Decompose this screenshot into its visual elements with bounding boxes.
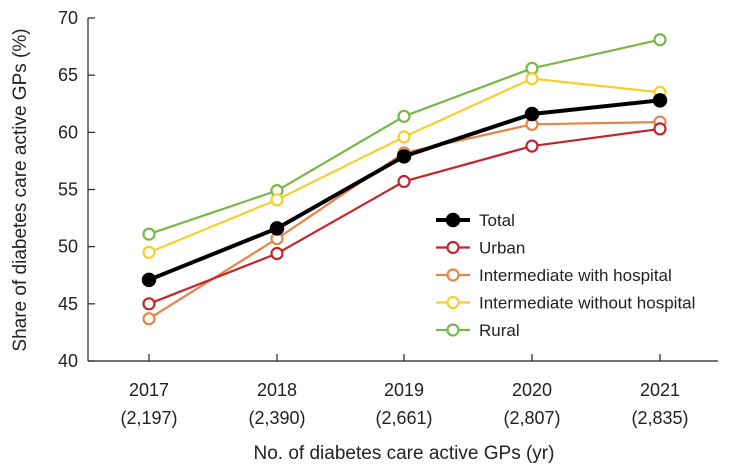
series-line-total xyxy=(148,98,661,282)
series-urban xyxy=(142,122,667,311)
y-tick-label: 50 xyxy=(58,237,78,257)
data-point-intermediate-without-hospital xyxy=(270,193,284,207)
data-point-rural xyxy=(142,227,156,241)
legend-swatch-marker xyxy=(446,295,460,310)
y-tick-label: 40 xyxy=(58,351,78,371)
data-point-urban xyxy=(653,122,667,136)
x-ticks: 2017 (2,197) 2018 (2,390) 2019 (2,661) 2020 (2,… xyxy=(120,354,689,428)
data-point-rural xyxy=(397,109,411,123)
series-total xyxy=(141,93,668,288)
legend-swatch-marker xyxy=(446,268,460,282)
legend-label: Total xyxy=(479,211,515,230)
legend: Total Urban Intermediate with hospital Inte… xyxy=(436,211,695,340)
x-tick-label: 2019 xyxy=(384,380,424,400)
x-tick-label: 2021 xyxy=(640,380,680,400)
x-tick-sublabel: (2,835) xyxy=(631,408,688,428)
data-point-urban xyxy=(270,246,284,261)
x-tick-sublabel: (2,197) xyxy=(120,408,177,428)
data-point-intermediate-without-hospital xyxy=(142,245,156,259)
legend-swatch-marker xyxy=(445,212,461,228)
legend-label: Rural xyxy=(479,321,520,340)
legend-item-urban: Urban xyxy=(436,239,525,258)
y-tick-label: 55 xyxy=(58,180,78,200)
legend-item-total: Total xyxy=(436,211,515,230)
legend-item-intermediate-with-hospital: Intermediate with hospital xyxy=(436,266,672,285)
series-rural xyxy=(142,33,667,241)
legend-item-intermediate-without-hospital: Intermediate without hospital xyxy=(436,294,695,313)
y-tick-label: 70 xyxy=(58,8,78,28)
series-line-intermediate-without-hospital xyxy=(148,77,661,254)
x-tick-label: 2017 xyxy=(129,380,169,400)
y-tick-label: 60 xyxy=(58,122,78,142)
legend-swatch-marker xyxy=(446,240,460,255)
y-axis-title: Share of diabetes care active GPs (%) xyxy=(10,28,31,351)
data-point-intermediate-without-hospital xyxy=(525,71,539,86)
legend-label: Intermediate without hospital xyxy=(479,294,695,313)
data-point-total xyxy=(141,272,157,288)
x-tick-label: 2020 xyxy=(512,380,552,400)
data-point-intermediate-with-hospital xyxy=(142,312,156,326)
legend-item-rural: Rural xyxy=(436,321,520,340)
legend-swatch-marker xyxy=(446,323,460,337)
data-point-total xyxy=(269,221,285,236)
data-point-urban xyxy=(525,139,539,153)
x-tick-label: 2018 xyxy=(257,380,297,400)
y-tick-label: 65 xyxy=(58,65,78,85)
y-tick-label: 45 xyxy=(58,294,78,314)
x-tick-sublabel: (2,807) xyxy=(503,408,560,428)
data-point-total xyxy=(396,149,412,164)
data-point-rural xyxy=(653,33,667,47)
x-tick-sublabel: (2,661) xyxy=(375,408,432,428)
series-intermediate-without-hospital xyxy=(142,71,667,259)
data-point-urban xyxy=(397,174,411,189)
series-layer xyxy=(141,33,668,326)
y-ticks: 40 45 50 55 60 65 70 xyxy=(58,8,95,371)
legend-label: Intermediate with hospital xyxy=(479,266,672,285)
data-point-total xyxy=(652,93,668,108)
x-axis-title: No. of diabetes care active GPs (yr) xyxy=(254,443,555,464)
data-point-urban xyxy=(142,297,156,311)
x-tick-sublabel: (2,390) xyxy=(248,408,305,428)
legend-label: Urban xyxy=(479,239,525,258)
data-point-intermediate-without-hospital xyxy=(397,130,411,144)
data-point-total xyxy=(524,106,540,122)
